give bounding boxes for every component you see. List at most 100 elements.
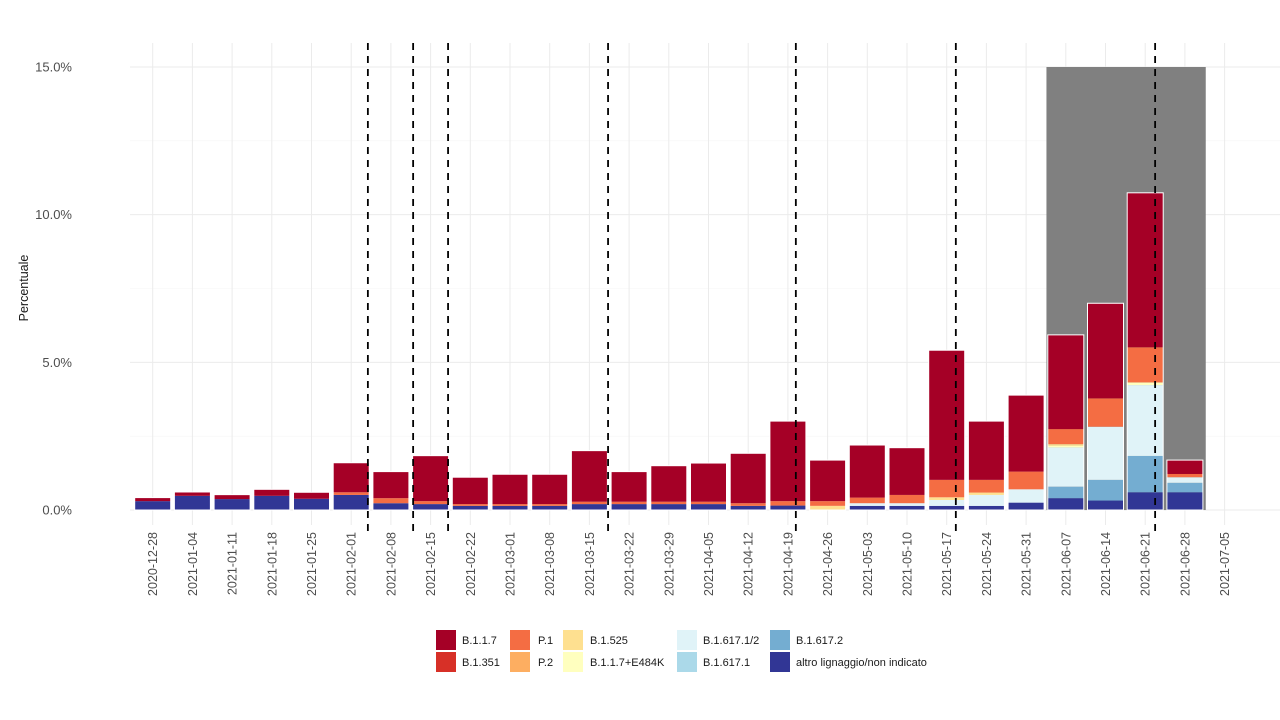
bar-segment <box>134 501 171 510</box>
x-tick-label: 2021-05-31 <box>1020 532 1034 596</box>
bar-segment <box>1166 482 1203 493</box>
bar-stack <box>888 447 926 511</box>
x-axis-ticks: 2020-12-28 2021-01-04 2021-01-11 2021-01-18… <box>146 532 1232 596</box>
x-tick-label: 2021-06-21 <box>1139 532 1153 596</box>
x-tick-label: 2021-03-15 <box>583 532 597 596</box>
bar-outline <box>729 452 767 511</box>
legend-swatch <box>563 652 583 672</box>
legend-swatch <box>563 630 583 650</box>
bar-outline <box>491 473 529 511</box>
legend-label: B.1.617.1/2 <box>703 635 759 647</box>
bar-segment <box>1087 303 1124 399</box>
bar-outline <box>1047 334 1085 511</box>
bar-outline <box>213 494 251 511</box>
bar-stack <box>372 471 410 511</box>
legend-item: B.1.351 <box>436 652 500 672</box>
bar-outline <box>570 450 608 511</box>
bar-segment <box>1047 447 1084 487</box>
legend-label: B.1.1.7 <box>462 635 497 647</box>
bar-stack <box>213 494 251 511</box>
bar-segment <box>1008 502 1045 510</box>
legend-label: B.1.351 <box>462 657 500 669</box>
legend-swatch <box>510 630 530 650</box>
bar-segment <box>571 450 608 502</box>
bar-segment <box>531 474 568 505</box>
legend-item: P.1 <box>510 630 553 650</box>
bar-segment <box>1166 460 1203 474</box>
bar-segment <box>889 505 925 510</box>
bar-stack <box>531 473 569 511</box>
bar-segment <box>889 447 925 495</box>
bar-segment <box>333 494 370 510</box>
bar-segment <box>809 460 846 502</box>
bar-segment <box>849 445 886 498</box>
bar-outline <box>690 462 727 511</box>
legend-item: B.1.1.7 <box>436 630 497 650</box>
bar-segment <box>611 471 648 502</box>
bar-segment <box>1087 500 1124 510</box>
bar-segment <box>1127 192 1164 348</box>
legend-label: B.1.525 <box>590 635 628 647</box>
bar-outline <box>809 459 847 511</box>
bar-segment <box>928 505 965 510</box>
legend-swatch <box>770 630 790 650</box>
y-axis-title: Percentuale <box>17 255 31 322</box>
x-tick-label: 2021-02-15 <box>424 532 438 596</box>
bar-segment <box>849 497 886 504</box>
bar-stack <box>848 444 886 511</box>
bar-outline <box>372 471 410 511</box>
bar-outline <box>253 488 291 511</box>
legend: B.1.1.7 B.1.351 P.1 P.2 B.1.525 B.1.1.7+E484K… <box>436 630 927 672</box>
bar-stack <box>253 488 291 511</box>
bar-stack <box>1087 302 1124 511</box>
bar-segment <box>492 474 528 505</box>
bar-outline <box>888 447 926 511</box>
legend-label: P.1 <box>538 635 553 647</box>
bar-segment <box>452 505 489 510</box>
bar-stack <box>610 471 648 511</box>
x-tick-label: 2021-06-07 <box>1059 532 1073 596</box>
x-tick-label: 2021-03-01 <box>504 532 518 596</box>
bar-segment <box>1008 471 1045 490</box>
x-tick-label: 2021-03-08 <box>543 532 557 596</box>
legend-swatch <box>436 630 456 650</box>
bar-segment <box>293 492 330 499</box>
bar-outline <box>332 462 370 511</box>
bar-segment <box>650 501 687 505</box>
legend-label: altro lignaggio/non indicato <box>796 657 927 669</box>
bar-outline <box>451 476 489 511</box>
x-tick-label: 2021-01-25 <box>305 532 319 596</box>
bar-stack <box>928 349 966 511</box>
bar-segment <box>1127 382 1164 386</box>
bar-stack <box>332 462 370 511</box>
bar-segment <box>452 477 489 505</box>
bar-stack <box>412 455 450 511</box>
bar-outline <box>967 420 1005 511</box>
bar-outline <box>848 444 886 511</box>
bar-segment <box>1166 473 1203 478</box>
y-axis-ticks: 0.0% 5.0% 10.0% 15.0% <box>35 60 72 518</box>
bar-stack <box>491 473 529 511</box>
bar-segment <box>1047 498 1084 510</box>
x-tick-label: 2021-02-01 <box>345 532 359 596</box>
bar-segment <box>928 497 965 500</box>
bar-outline <box>928 349 966 511</box>
bar-stack <box>1047 334 1085 511</box>
bar-segment <box>1047 486 1084 499</box>
y-tick-label: 10.0% <box>35 207 72 222</box>
bar-segment <box>412 455 449 502</box>
bar-segment <box>333 492 370 495</box>
bar-stack <box>729 452 767 511</box>
bar-segment <box>889 494 925 504</box>
x-tick-label: 2021-03-29 <box>662 532 676 596</box>
bar-outline <box>1126 192 1164 511</box>
bar-segment <box>333 462 370 493</box>
bar-segment <box>730 505 767 510</box>
bar-segment <box>412 501 449 505</box>
bar-segment <box>1127 385 1164 456</box>
bar-segment <box>1008 395 1045 472</box>
bar-segment <box>214 494 251 500</box>
bar-segment <box>372 503 409 510</box>
y-tick-label: 15.0% <box>35 60 72 75</box>
bar-outline <box>610 471 648 511</box>
